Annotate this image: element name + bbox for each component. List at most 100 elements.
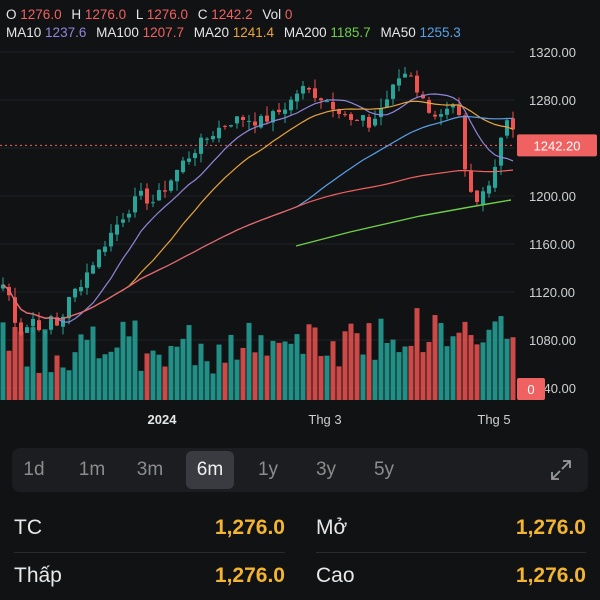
volume-bar	[474, 344, 480, 400]
timeframe-3y[interactable]: 3y	[315, 459, 337, 480]
candle-body	[403, 73, 407, 78]
price-tick-label: 1080.00	[529, 333, 576, 348]
price-tick-label: 1160.00	[529, 237, 575, 252]
candle-body	[343, 114, 347, 116]
candle-body	[19, 322, 23, 335]
volume-bar	[300, 353, 306, 400]
volume-bar	[24, 366, 30, 400]
volume-bar	[372, 359, 378, 400]
volume-bar	[144, 353, 150, 400]
candles	[1, 66, 515, 338]
volume-value: 0	[284, 7, 293, 22]
volume-bar	[6, 350, 12, 400]
ma200-label: MA200	[283, 25, 327, 40]
volume-bar	[402, 346, 408, 400]
open-label: O	[6, 7, 17, 22]
volume-bar	[210, 373, 216, 400]
candle-body	[235, 116, 239, 124]
ma50-label: MA50	[380, 25, 416, 40]
candle-body	[67, 296, 71, 319]
ma-line	[2, 169, 514, 320]
candle-body	[31, 318, 35, 327]
last-price-tag-label: 1242.20	[534, 138, 581, 153]
volume-bar	[282, 341, 288, 400]
ohlc-row: O 1276.0 H 1276.0 L 1276.0 C 1242.2 Vol …	[6, 6, 467, 24]
candle-body	[259, 116, 263, 128]
candle-body	[157, 190, 161, 201]
ma10-value: 1237.6	[45, 25, 87, 40]
candle-body	[337, 109, 341, 114]
expand-icon[interactable]	[550, 459, 572, 481]
high-value: 1276.0	[84, 7, 127, 22]
candlestick-chart[interactable]: 1320.001280.001240.001200.001160.001120.…	[0, 40, 600, 435]
volume-bar	[444, 346, 450, 400]
price-grid	[0, 51, 515, 389]
ma50-value: 1255.3	[419, 25, 461, 40]
candle-body	[283, 109, 287, 114]
candle-body	[253, 121, 257, 126]
high-label: H	[71, 7, 82, 22]
candle-body	[379, 108, 383, 118]
stat-high: Cao 1,276.0	[316, 564, 586, 590]
volume-bar	[414, 308, 420, 400]
close-value: 1242.2	[211, 7, 253, 22]
candle-body	[79, 287, 83, 292]
timeframe-1m[interactable]: 1m	[78, 459, 106, 480]
close-label: C	[197, 7, 208, 22]
price-tick-label: 1280.00	[529, 93, 576, 108]
candle-body	[97, 249, 101, 268]
price-axis: 1320.001280.001240.001200.001160.001120.…	[529, 45, 576, 396]
volume-bar	[78, 334, 84, 400]
candle-body	[391, 84, 395, 99]
timeframe-3m[interactable]: 3m	[136, 459, 164, 480]
candle-body	[169, 180, 173, 191]
candle-body	[511, 118, 515, 130]
volume-bar	[270, 340, 276, 400]
candle-body	[319, 98, 323, 101]
ma10-label: MA10	[6, 25, 42, 40]
volume-bar	[342, 331, 348, 400]
volume-bar	[30, 327, 36, 400]
timeframe-1d[interactable]: 1d	[23, 459, 45, 480]
candle-body	[139, 190, 143, 196]
timeframe-1y[interactable]: 1y	[257, 459, 279, 480]
volume-bar	[462, 321, 468, 400]
volume-bar	[42, 329, 48, 400]
volume-bar	[252, 352, 258, 400]
candle-body	[223, 125, 227, 127]
candle-body	[397, 78, 401, 86]
volume-bar	[492, 321, 498, 400]
candle-body	[277, 109, 281, 113]
volume-bars	[0, 308, 516, 400]
timeframe-5y[interactable]: 5y	[373, 459, 395, 480]
volume-bar	[378, 318, 384, 400]
volume-bar	[438, 323, 444, 400]
volume-bar	[54, 355, 60, 400]
candle-body	[421, 94, 425, 99]
price-tick-label: 1120.00	[529, 285, 575, 300]
stat-reference-value: 1,276.0	[214, 516, 285, 539]
candle-body	[469, 170, 473, 192]
timeframe-6m[interactable]: 6m	[186, 451, 234, 489]
x-label-2024: 2024	[148, 412, 178, 427]
candle-body	[505, 120, 509, 136]
volume-bar	[36, 372, 42, 400]
stat-divider	[14, 552, 285, 553]
ohlc-readout: O 1276.0 H 1276.0 L 1276.0 C 1242.2 Vol …	[6, 6, 467, 42]
volume-label: Vol	[262, 7, 282, 22]
x-label-thg3: Thg 3	[308, 412, 341, 427]
stat-high-label: Cao	[316, 564, 355, 587]
candle-body	[229, 125, 233, 127]
ma200-line	[295, 199, 512, 247]
volume-bar	[234, 359, 240, 400]
volume-bar	[162, 366, 168, 400]
candle-body	[439, 114, 443, 117]
volume-bar	[312, 327, 318, 400]
volume-bar	[198, 343, 204, 400]
stat-high-value: 1,276.0	[515, 564, 586, 587]
price-tick-label: 1200.00	[529, 189, 576, 204]
candle-body	[13, 297, 17, 323]
volume-bar	[222, 362, 228, 400]
volume-bar	[324, 355, 330, 400]
volume-bar	[192, 365, 198, 400]
